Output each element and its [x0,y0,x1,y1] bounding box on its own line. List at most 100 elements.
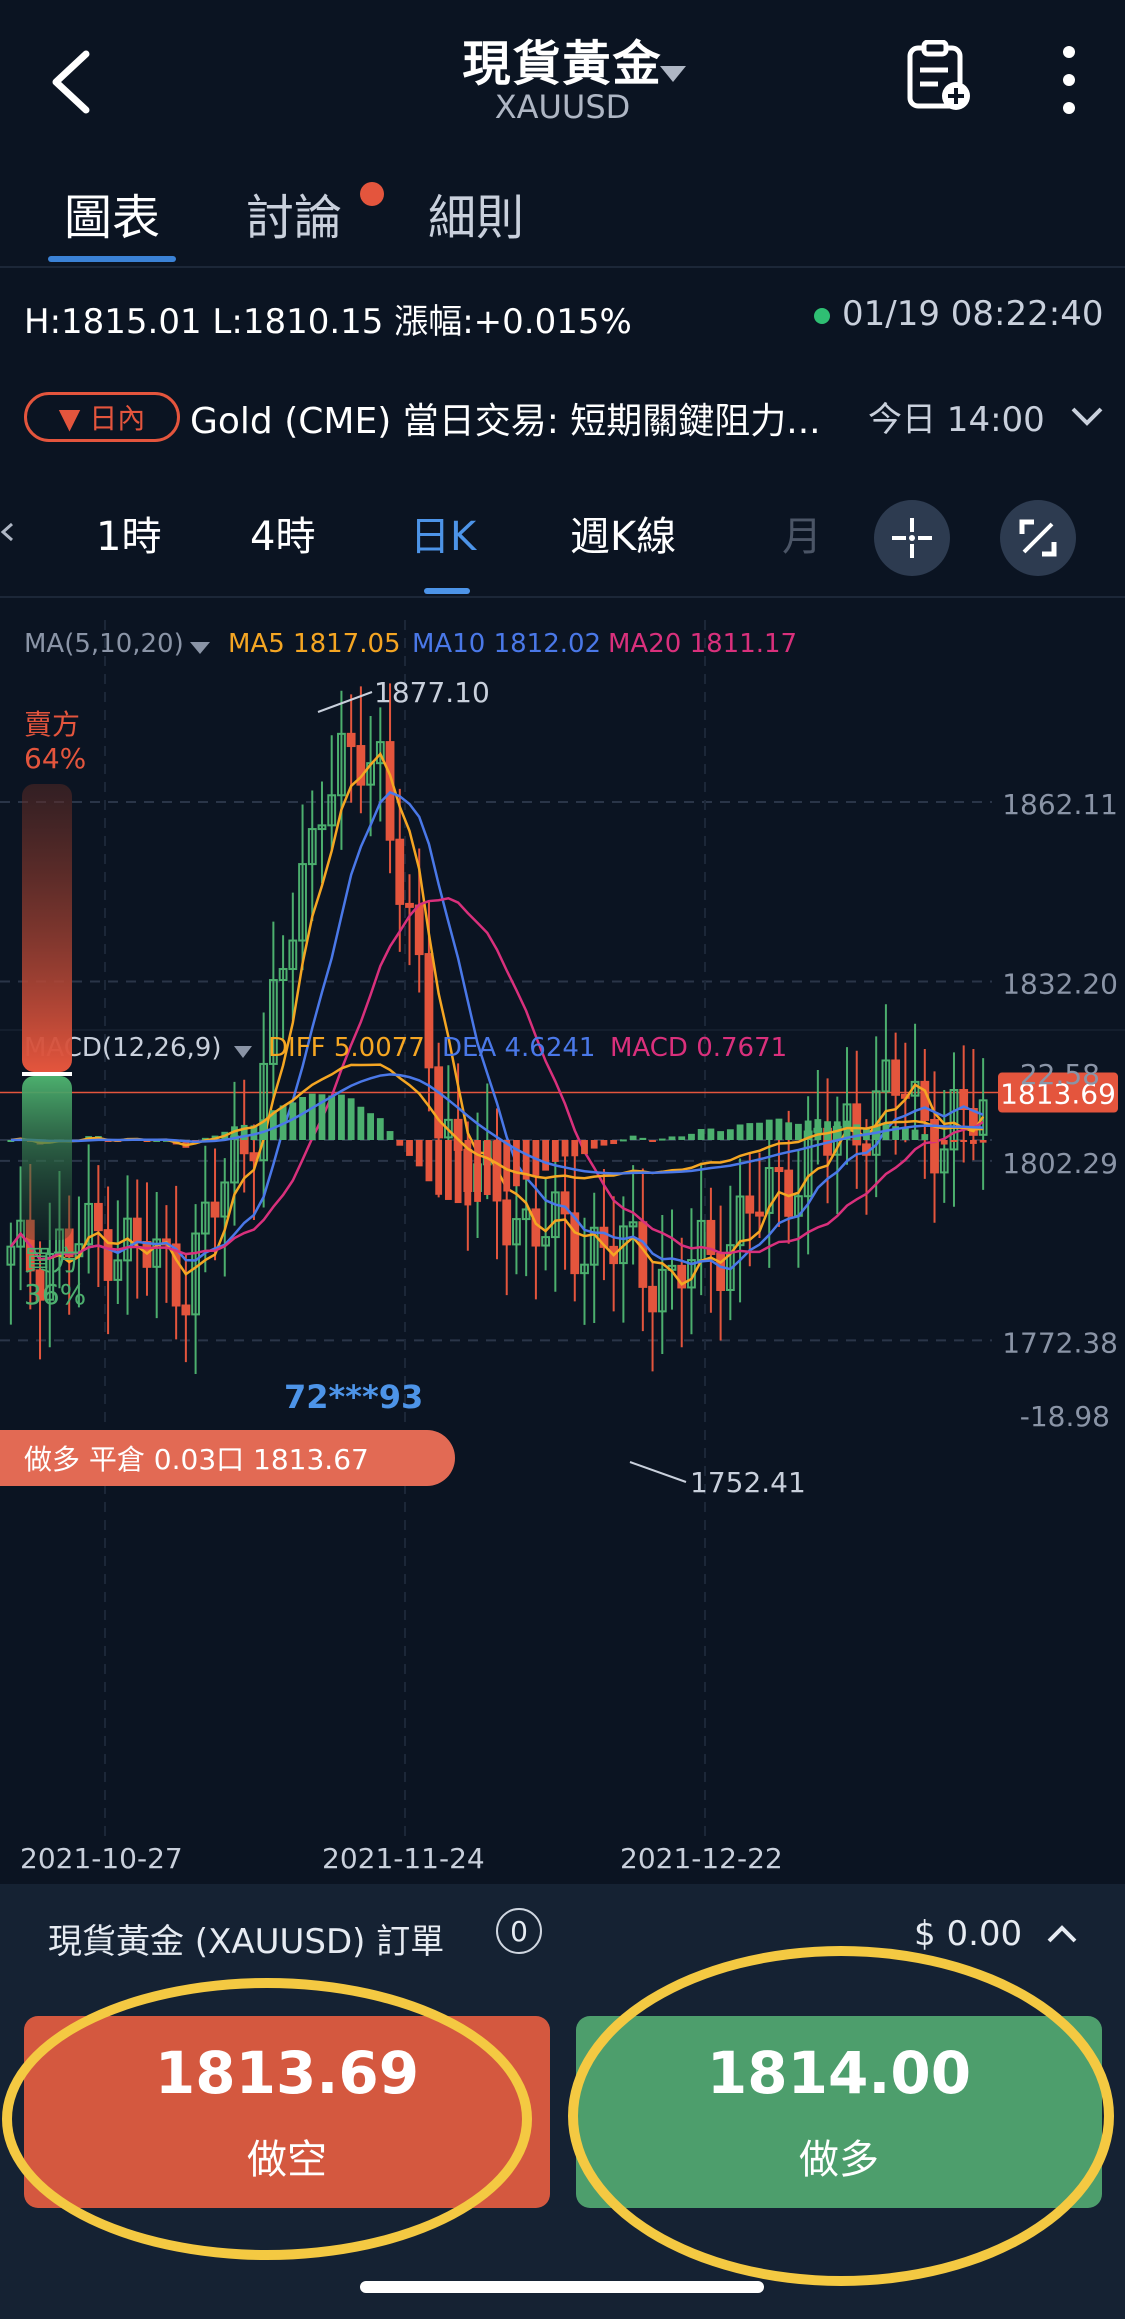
candle-body [871,1090,881,1156]
macd-bar [454,1140,462,1204]
candle-body [278,968,288,982]
buy-bar [22,1076,72,1240]
candle-body [103,1229,113,1281]
trade-banner-text: 做多 平倉 0.03口 1813.67 [24,1443,369,1476]
candle [162,1205,171,1303]
order-title: 現貨黃金 (XAUUSD) 訂單 [48,1922,445,1962]
ma5-legend: MA5 1817.05 [228,629,401,659]
macd-bar [658,1138,666,1141]
candle [910,1023,920,1132]
macd-bar [464,1140,472,1206]
macd-bar [795,1123,802,1140]
price-tick: 1862.11 [1002,788,1118,821]
candle [337,690,346,850]
crosshair-icon [892,518,932,558]
macd-bar [979,1140,987,1143]
news-time: 今日 14:00 [868,400,1045,440]
candle-body [949,1089,959,1151]
candle-body [191,1232,200,1316]
candle [930,1071,939,1223]
candle [278,935,288,1039]
ma20-line [9,896,984,1261]
macd-bar [250,1125,258,1140]
tab-details[interactable]: 細則 [428,190,525,246]
candle-body [638,1221,648,1288]
back-button[interactable] [40,42,100,122]
macd-bar [882,1124,890,1140]
symbol-code: XAUUSD [494,88,631,126]
candle [959,1045,969,1163]
candle-body [443,1118,453,1139]
candle [171,1185,181,1340]
period-4h[interactable]: 4時 [250,514,316,560]
candle [152,1192,162,1319]
top-bar: 現貨黃金 XAUUSD [0,0,1125,160]
chevron-up-icon[interactable] [1046,1924,1078,1944]
macd-bar [542,1140,550,1171]
macd-bar [717,1131,725,1140]
notification-dot [360,182,384,206]
candle-body [502,1199,512,1246]
period-monthly[interactable]: 月 [782,514,822,560]
candle [628,1165,638,1265]
macd-bar [503,1140,511,1192]
macd-bar [308,1093,316,1140]
candle [327,735,337,850]
current-price-label: 1813.69 [1000,1078,1116,1111]
macd-bar [610,1140,618,1145]
candle-body [891,1059,901,1096]
macd-bar [513,1140,520,1187]
tab-chart[interactable]: 圖表 [64,190,161,246]
macd-bar [328,1095,336,1140]
period-daily[interactable]: 日K [410,514,477,560]
macd-bar [843,1120,851,1140]
candle [871,1036,881,1198]
candle-body [657,1268,667,1313]
candle [142,1182,152,1296]
chevron-down-icon[interactable] [1070,406,1104,426]
candle [580,1217,589,1325]
sell-label: 做空 [247,2137,327,2183]
macd-tick: 22.58 [1020,1058,1100,1091]
fullscreen-button[interactable] [1000,500,1076,576]
sell-button[interactable]: 1813.69 做空 [24,2016,550,2208]
macd-bar [970,1140,977,1144]
candle-body [132,1217,142,1244]
candle [132,1179,142,1299]
page-title[interactable]: 現貨黃金 [462,36,663,92]
candle [191,1204,200,1374]
date-tick: 2021-10-27 [20,1842,183,1875]
buy-button[interactable]: 1814.00 做多 [576,2016,1102,2208]
candle [706,1187,716,1313]
sentiment-gauge [22,784,72,1240]
candle [716,1205,726,1341]
period-weekly[interactable]: 週K線 [570,514,677,560]
period-1h[interactable]: 1時 [96,514,162,560]
macd-bar [678,1136,686,1140]
candle [920,1049,930,1179]
tab-bar: 圖表 討論 細則 [0,160,1125,268]
candle-body [570,1212,580,1275]
macd-bar [493,1140,501,1193]
news-headline[interactable]: Gold (CME) 當日交易: 短期關鍵阻力... [190,401,821,442]
candle [648,1261,657,1372]
chevron-left-icon[interactable] [0,520,14,544]
candle-body [220,1181,230,1218]
candle-body [405,902,414,908]
candle-body [531,1208,541,1247]
candle [677,1237,687,1348]
candle-body [346,732,356,748]
macd-bar [590,1140,598,1149]
candle-body [512,1218,521,1246]
trade-activity-banner[interactable]: 做多 平倉 0.03口 1813.67 [0,1430,455,1486]
macd-bar [299,1096,306,1140]
macd-bar [260,1119,268,1140]
caret-down-icon[interactable] [660,66,686,84]
home-indicator [360,2281,764,2293]
tab-discussion[interactable]: 討論 [246,190,343,246]
price-chart[interactable]: 1862.11 1832.20 1802.29 1772.38 1813.69 1877.… [0,600,1125,1884]
sell-percent: 64% [24,742,87,775]
more-vertical-icon[interactable] [1054,44,1084,116]
crosshair-button[interactable] [874,500,950,576]
notes-add-icon[interactable] [904,40,974,114]
